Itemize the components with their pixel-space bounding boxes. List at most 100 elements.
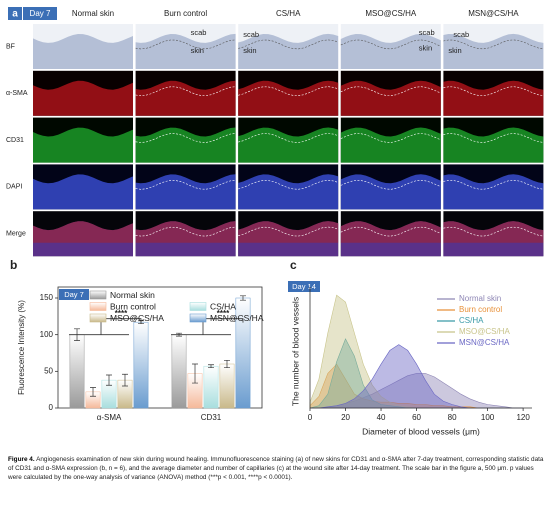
column-title: CS/HA <box>276 9 301 18</box>
legend-swatch <box>89 302 107 311</box>
row-label: DAPI <box>6 184 22 191</box>
day-badge <box>288 281 320 292</box>
significance-label: **** <box>217 309 230 318</box>
tissue <box>238 80 339 116</box>
tissue <box>238 127 339 163</box>
column-title: Normal skin <box>72 9 114 18</box>
wound-boundary <box>340 86 441 97</box>
bf-annotation: scab <box>243 30 259 39</box>
panel-letter: a <box>12 9 18 20</box>
legend-label: Normal skin <box>459 294 501 303</box>
tissue <box>443 174 544 210</box>
legend-label: CS/HA <box>210 301 236 311</box>
wound-boundary <box>238 39 339 50</box>
legend-label: Normal skin <box>110 290 155 300</box>
legend-label: MSN@CS/HA <box>459 338 510 347</box>
legend-swatch <box>89 313 107 323</box>
bf-annotation: scab <box>453 30 469 39</box>
tissue <box>443 80 544 116</box>
legend-label: MSO@CS/HA <box>459 327 510 336</box>
wound-boundary <box>238 133 339 143</box>
bar <box>219 363 235 409</box>
y-tick-label: 0 <box>49 403 54 412</box>
tissue <box>340 33 441 69</box>
tissue <box>340 127 441 163</box>
column-title: Burn control <box>164 9 207 18</box>
figure-panels: a Day 7 Normal skin Burn control CS/HA MSO@… <box>6 7 544 436</box>
tissue <box>33 80 133 116</box>
error-bar <box>223 359 230 369</box>
x-tick-label: 60 <box>412 413 421 422</box>
x-axis-label: Diameter of blood vessels (μm) <box>362 426 480 436</box>
day-badge-text: Day 7 <box>30 9 51 18</box>
significance-label: **** <box>115 309 128 318</box>
bf-annotation: skin <box>448 46 461 55</box>
bf-annotation: skin <box>243 46 256 55</box>
tissue <box>443 127 544 163</box>
legend-label: MSO@CS/HA <box>110 313 164 323</box>
error-bar <box>90 387 97 397</box>
row-label: α-SMA <box>6 90 28 97</box>
caption: Figure 4. Angiogenesis examination of ne… <box>8 456 545 483</box>
tissue-overlay <box>135 221 236 243</box>
legend-label: CS/HA <box>459 316 484 325</box>
caption-label: Figure 4. <box>8 456 35 463</box>
bf-annotation: scab <box>191 28 207 37</box>
day-badge <box>59 289 89 300</box>
caption-text: Angiogenesis examination of new skin dur… <box>8 456 544 481</box>
tissue-overlay <box>238 221 339 243</box>
panel-letter: b <box>10 258 17 272</box>
tissue <box>33 34 133 69</box>
wound-boundary <box>340 226 441 237</box>
wound-boundary <box>340 179 441 190</box>
tissue-overlay <box>340 221 441 243</box>
x-tick-label: 40 <box>377 413 386 422</box>
significance-bracket <box>171 318 244 336</box>
error-bar <box>106 374 112 386</box>
legend-swatch <box>89 290 107 300</box>
y-axis-label: The number of blood vessels <box>290 297 300 406</box>
bar <box>133 321 149 409</box>
tissue <box>33 174 133 210</box>
tissue <box>443 33 544 69</box>
legend-label: Burn control <box>110 301 156 311</box>
wound-boundary <box>238 179 339 190</box>
y-axis-label: Fluorescence Intensity (%) <box>17 300 26 395</box>
tissue-overlay <box>443 221 544 243</box>
bar <box>203 365 219 409</box>
row-label: Merge <box>6 231 26 238</box>
y-tick-label: 100 <box>40 330 54 339</box>
column-title: MSN@CS/HA <box>468 9 519 18</box>
row-label: BF <box>6 43 15 50</box>
x-tick-label: 0 <box>308 413 313 422</box>
y-tick-label: 150 <box>40 293 54 302</box>
row-label: CD31 <box>6 137 24 144</box>
legend-swatch <box>189 302 207 311</box>
x-tick-label: CD31 <box>201 413 222 422</box>
day-badge <box>23 7 57 20</box>
wound-boundary <box>238 86 339 97</box>
x-tick-label: 120 <box>516 413 530 422</box>
x-tick-label: 20 <box>341 413 350 422</box>
density-area <box>310 373 524 409</box>
bf-annotation: scab <box>419 28 435 37</box>
error-bar <box>239 295 246 301</box>
wound-boundary <box>340 39 441 50</box>
day-badge-text: Day 14 <box>292 282 316 291</box>
tissue <box>238 174 339 210</box>
legend-label: Burn control <box>459 305 502 314</box>
panel-letter: c <box>290 258 297 272</box>
wound-boundary <box>340 133 441 143</box>
y-tick-label: 50 <box>44 366 53 375</box>
day-badge-text: Day 7 <box>64 290 84 299</box>
column-title: MSO@CS/HA <box>365 9 416 18</box>
legend-swatch <box>189 313 207 323</box>
error-bar <box>121 373 128 387</box>
plot-frame <box>57 286 263 409</box>
legend-label: MSN@CS/HA <box>210 313 264 323</box>
wound-boundary <box>238 226 339 237</box>
tissue <box>238 33 339 69</box>
bar <box>171 334 187 409</box>
tissue <box>340 174 441 210</box>
